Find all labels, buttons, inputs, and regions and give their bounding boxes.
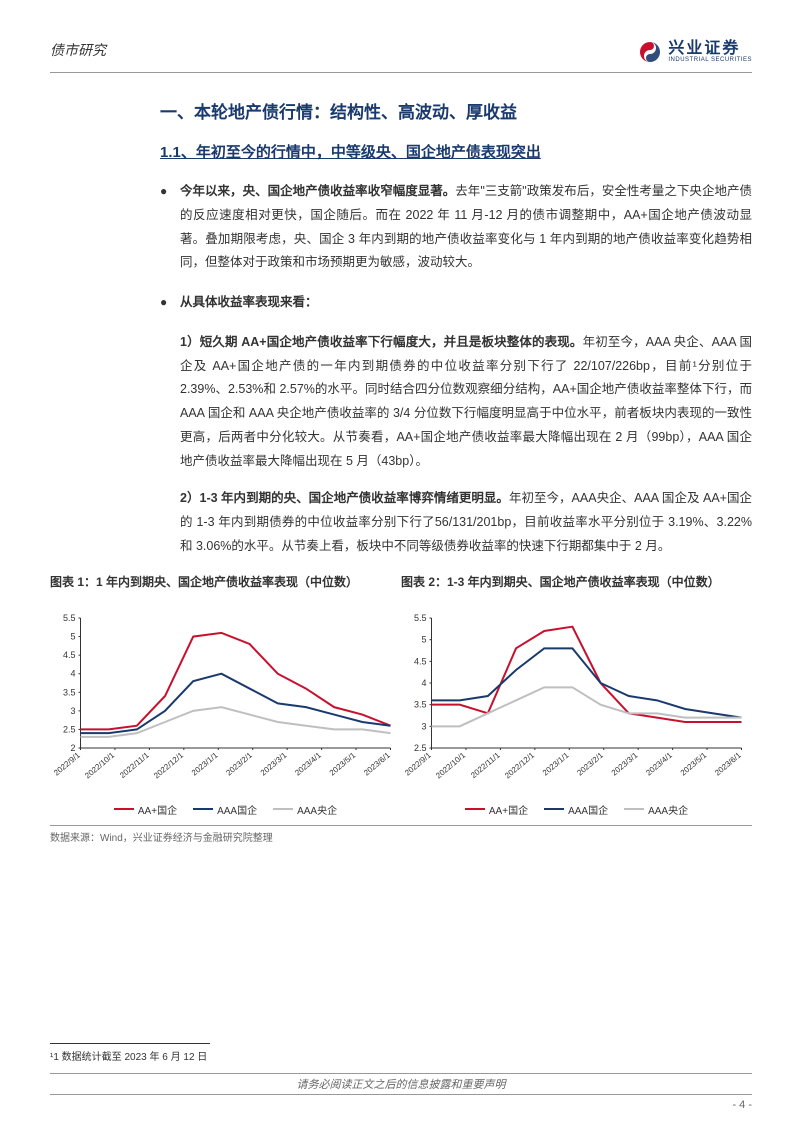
header: 债市研究 兴业证券 INDUSTRIAL SECURITIES (50, 40, 752, 73)
svg-text:3: 3 (421, 721, 426, 731)
svg-text:4: 4 (421, 678, 426, 688)
page-number: - 4 - (50, 1099, 752, 1111)
section-title: 一、本轮地产债行情：结构性、高波动、厚收益 (160, 98, 752, 123)
bullet-2-text: 从具体收益率表现来看： (180, 291, 752, 315)
svg-text:2023/5/1: 2023/5/1 (679, 750, 709, 777)
para2-bold: 2）1-3 年内到期的央、国企地产债收益率博弈情绪更明显。 (180, 491, 509, 505)
footnote-marker: ¹1 (50, 1052, 59, 1063)
svg-text:2022/10/1: 2022/10/1 (434, 750, 467, 780)
svg-text:2022/11/1: 2022/11/1 (469, 750, 502, 780)
svg-text:5.5: 5.5 (63, 613, 76, 623)
legend-item: AAA央企 (273, 802, 337, 817)
legend-2: AA+国企 AAA国企 AAA央企 (401, 802, 752, 817)
subsection-title: 1.1、年初至今的行情中，中等级央、国企地产债表现突出 (160, 141, 752, 162)
chart-2: 2.533.544.555.52022/9/12022/10/12022/11/… (401, 613, 752, 793)
para1-rest: 年初至今，AAA 央企、AAA 国企及 AA+国企地产债的一年内到期债券的中位收… (180, 335, 752, 468)
bullet-marker: ● (160, 291, 180, 315)
svg-text:5.5: 5.5 (414, 613, 427, 623)
content: 一、本轮地产债行情：结构性、高波动、厚收益 1.1、年初至今的行情中，中等级央、… (50, 98, 752, 844)
data-source: 数据来源：Wind，兴业证券经济与金融研究院整理 (50, 825, 752, 844)
sub-para-1: 1）短久期 AA+国企地产债收益率下行幅度大，并且是板块整体的表现。年初至今，A… (160, 331, 752, 474)
svg-text:5: 5 (70, 631, 75, 641)
footer: 请务必阅读正文之后的信息披露和重要声明 - 4 - (50, 1073, 752, 1111)
svg-text:2.5: 2.5 (63, 724, 76, 734)
svg-text:4.5: 4.5 (414, 656, 427, 666)
legend-item: AAA国企 (193, 802, 257, 817)
svg-text:2022/9/1: 2022/9/1 (52, 750, 82, 777)
figure-2: 图表 2：1-3 年内到期央、国企地产债收益率表现（中位数） 2.533.544… (401, 573, 752, 817)
legend-item: AA+国企 (465, 802, 528, 817)
bullet-1-text: 今年以来，央、国企地产债收益率收窄幅度显著。去年"三支箭"政策发布后，安全性考量… (180, 180, 752, 275)
logo: 兴业证券 INDUSTRIAL SECURITIES (638, 40, 752, 64)
svg-text:2023/4/1: 2023/4/1 (293, 750, 323, 777)
bullet-1-bold: 今年以来，央、国企地产债收益率收窄幅度显著。 (180, 184, 455, 198)
bullet-2: ● 从具体收益率表现来看： (160, 291, 752, 315)
logo-en: INDUSTRIAL SECURITIES (668, 57, 752, 63)
logo-cn: 兴业证券 (668, 41, 752, 57)
legend-item: AAA国企 (544, 802, 608, 817)
legend-1: AA+国企 AAA国企 AAA央企 (50, 802, 401, 817)
bullet-marker: ● (160, 180, 180, 275)
svg-text:5: 5 (421, 634, 426, 644)
svg-text:2023/3/1: 2023/3/1 (259, 750, 289, 777)
bullet-1: ● 今年以来，央、国企地产债收益率收窄幅度显著。去年"三支箭"政策发布后，安全性… (160, 180, 752, 275)
chart-1: 22.533.544.555.52022/9/12022/10/12022/11… (50, 613, 401, 793)
svg-text:2023/6/1: 2023/6/1 (362, 750, 392, 777)
svg-text:2022/9/1: 2022/9/1 (403, 750, 433, 777)
svg-text:2023/6/1: 2023/6/1 (713, 750, 743, 777)
figure-2-title: 图表 2：1-3 年内到期央、国企地产债收益率表现（中位数） (401, 573, 752, 609)
svg-text:2023/2/1: 2023/2/1 (575, 750, 605, 777)
svg-text:2023/1/1: 2023/1/1 (541, 750, 571, 777)
footer-disclaimer: 请务必阅读正文之后的信息披露和重要声明 (50, 1073, 752, 1095)
svg-text:3.5: 3.5 (414, 699, 427, 709)
svg-text:2023/5/1: 2023/5/1 (328, 750, 358, 777)
svg-text:2023/1/1: 2023/1/1 (190, 750, 220, 777)
figure-1: 图表 1：1 年内到期央、国企地产债收益率表现（中位数） 22.533.544.… (50, 573, 401, 817)
svg-text:2022/12/1: 2022/12/1 (152, 750, 185, 780)
svg-text:2023/3/1: 2023/3/1 (610, 750, 640, 777)
figures-row: 图表 1：1 年内到期央、国企地产债收益率表现（中位数） 22.533.544.… (50, 573, 752, 817)
svg-text:2022/12/1: 2022/12/1 (503, 750, 536, 780)
logo-icon (638, 40, 662, 64)
header-category: 债市研究 (50, 40, 106, 60)
svg-text:2022/11/1: 2022/11/1 (118, 750, 151, 780)
svg-text:3.5: 3.5 (63, 687, 76, 697)
bullet-2-bold: 从具体收益率表现来看： (180, 295, 318, 309)
svg-text:2023/2/1: 2023/2/1 (224, 750, 254, 777)
para1-bold: 1）短久期 AA+国企地产债收益率下行幅度大，并且是板块整体的表现。 (180, 335, 583, 349)
footnote: ¹1 数据统计截至 2023 年 6 月 12 日 (50, 1043, 210, 1063)
svg-text:3: 3 (70, 705, 75, 715)
svg-text:2023/4/1: 2023/4/1 (644, 750, 674, 777)
svg-text:4.5: 4.5 (63, 650, 76, 660)
svg-text:4: 4 (70, 668, 75, 678)
sub-para-2: 2）1-3 年内到期的央、国企地产债收益率博弈情绪更明显。年初至今，AAA央企、… (160, 487, 752, 558)
footnote-text: 数据统计截至 2023 年 6 月 12 日 (59, 1052, 207, 1063)
legend-item: AAA央企 (624, 802, 688, 817)
svg-text:2022/10/1: 2022/10/1 (83, 750, 116, 780)
figure-1-title: 图表 1：1 年内到期央、国企地产债收益率表现（中位数） (50, 573, 401, 609)
legend-item: AA+国企 (114, 802, 177, 817)
